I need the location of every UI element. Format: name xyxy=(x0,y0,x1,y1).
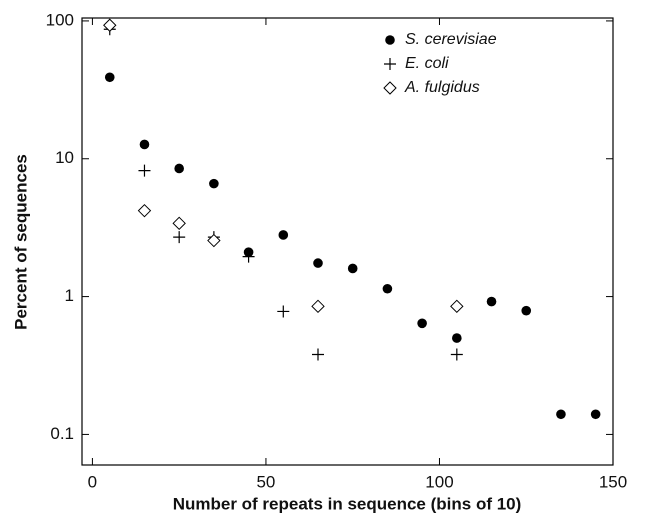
point xyxy=(209,178,219,189)
point xyxy=(139,139,150,150)
legend-marker xyxy=(384,58,396,70)
y-tick-label: 1 xyxy=(65,286,74,305)
point xyxy=(278,230,289,240)
point xyxy=(312,348,324,361)
point xyxy=(313,258,323,268)
point xyxy=(486,296,497,307)
point xyxy=(452,333,462,343)
point xyxy=(173,231,186,244)
point xyxy=(556,409,566,420)
legend-label: E. coli xyxy=(405,55,449,72)
point xyxy=(417,318,427,329)
legend-label: S. cerevisiae xyxy=(405,31,497,48)
point xyxy=(103,18,117,32)
point xyxy=(382,283,393,294)
point xyxy=(104,72,115,83)
y-tick-label: 10 xyxy=(55,148,74,167)
point xyxy=(450,299,464,314)
point xyxy=(172,216,186,231)
x-tick-label: 100 xyxy=(425,472,453,491)
point xyxy=(207,233,221,248)
legend-marker xyxy=(385,35,395,45)
x-tick-label: 50 xyxy=(256,472,275,491)
point xyxy=(590,409,601,420)
y-axis-label: Percent of sequences xyxy=(11,154,30,330)
x-tick-label: 150 xyxy=(599,472,627,491)
legend-marker xyxy=(383,81,397,95)
point xyxy=(137,203,152,218)
point xyxy=(242,250,255,263)
plot-frame xyxy=(81,17,614,466)
point xyxy=(311,299,325,314)
point xyxy=(347,263,358,274)
y-tick-label: 0.1 xyxy=(50,424,74,443)
legend-label: A. fulgidus xyxy=(404,79,480,96)
x-tick-label: 0 xyxy=(88,472,97,491)
point xyxy=(521,305,532,316)
point xyxy=(277,305,290,318)
y-tick-label: 100 xyxy=(46,10,74,29)
x-axis-label: Number of repeats in sequence (bins of 1… xyxy=(173,494,522,513)
point xyxy=(174,163,184,174)
point xyxy=(450,348,463,361)
point xyxy=(138,164,151,177)
